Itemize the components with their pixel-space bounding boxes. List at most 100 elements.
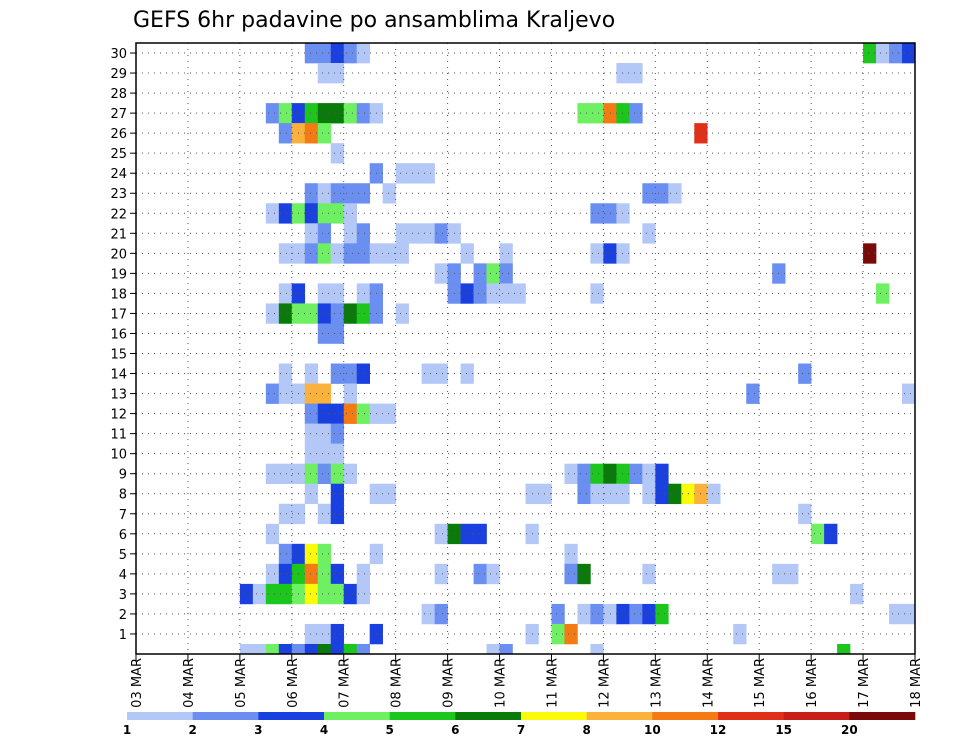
heatmap-cell (343, 583, 358, 605)
heatmap-cell (278, 203, 293, 224)
heatmap-cell (876, 43, 890, 64)
heatmap-cell (577, 463, 591, 485)
heatmap-cell (343, 43, 358, 64)
heatmap-cell (265, 583, 280, 605)
y-tick-label: 4 (119, 568, 127, 583)
heatmap-cell (382, 483, 396, 505)
heatmap-cell (356, 283, 370, 304)
heatmap-cell (629, 103, 643, 124)
heatmap-cell (434, 603, 448, 625)
heatmap-cell (330, 563, 345, 585)
heatmap-cell (317, 463, 332, 485)
x-tick-label: 18 MAR (909, 658, 924, 708)
heatmap-cell (421, 223, 435, 244)
color-legend: 1 2 3 4 5 6 7 8 10 12 15 20 (123, 712, 916, 737)
heatmap-cell (564, 623, 578, 645)
heatmap-cell (317, 503, 332, 525)
heatmap-cell (837, 643, 851, 655)
x-axis-ticks: 03 MAR 04 MAR 05 MAR 06 MAR 07 MAR 08 MAR 09 M… (130, 654, 924, 708)
heatmap-cell (356, 563, 370, 585)
heatmap-cell (499, 243, 513, 264)
plot-frame (135, 42, 916, 655)
y-tick-label: 29 (110, 67, 127, 82)
legend-label: 6 (451, 723, 459, 737)
x-tick-label: 17 MAR (857, 658, 872, 708)
heatmap-cell (317, 543, 332, 565)
heatmap-cell (707, 483, 721, 505)
legend-label: 4 (320, 723, 328, 737)
heatmap-cell (902, 383, 916, 404)
heatmap-cell (278, 243, 293, 264)
legend-label: 3 (254, 723, 262, 737)
heatmap-cell (499, 283, 513, 304)
heatmap-cell (304, 183, 319, 204)
heatmap-cell (317, 203, 332, 224)
heatmap-cell (616, 243, 630, 264)
heatmap-cell (278, 543, 293, 565)
heatmap-cell (304, 403, 319, 424)
chart-title: GEFS 6hr padavine po ansamblima Kraljevo (133, 8, 615, 33)
heatmap-cell (278, 583, 293, 605)
heatmap-cell (642, 603, 656, 625)
heatmap-cell (356, 243, 370, 264)
heatmap-cell (421, 603, 435, 625)
legend-label: 1 (123, 723, 131, 737)
heatmap-cell (421, 163, 435, 184)
legend-swatch (521, 712, 587, 720)
heatmap-cell (343, 303, 358, 324)
heatmap-cell (330, 403, 345, 424)
heatmap-cell (317, 303, 332, 324)
heatmap-cell (356, 183, 370, 204)
heatmap-cell (330, 623, 345, 645)
heatmap-cell (382, 243, 396, 264)
x-tick-label: 05 MAR (234, 658, 249, 708)
legend-swatch (389, 712, 456, 720)
heatmap-cell (304, 423, 319, 444)
legend-label: 5 (385, 723, 393, 737)
heatmap-cell (317, 563, 332, 585)
heatmap-cell (291, 643, 306, 655)
heatmap-cell (434, 223, 448, 244)
heatmap-cell (473, 283, 487, 304)
heatmap-cell (499, 263, 513, 284)
heatmap-cell (642, 463, 656, 485)
y-tick-label: 12 (110, 408, 127, 423)
heatmap-cell (889, 43, 903, 64)
heatmap-cell (629, 603, 643, 625)
y-tick-label: 13 (110, 388, 127, 403)
x-tick-label: 10 MAR (494, 658, 509, 708)
heatmap-cell (317, 403, 332, 424)
heatmap-cell (356, 303, 370, 324)
heatmap-cell (473, 523, 487, 545)
heatmap-cell (317, 43, 332, 64)
heatmap-cell (460, 243, 474, 264)
heatmap-cell (577, 103, 591, 124)
y-tick-label: 3 (119, 588, 127, 603)
heatmap-cell (798, 503, 812, 525)
y-tick-label: 20 (110, 247, 127, 262)
heatmap-cell (317, 123, 332, 144)
heatmap-cell (356, 403, 370, 424)
heatmap-cell (616, 103, 630, 124)
heatmap-cell (265, 643, 280, 655)
y-axis-ticks: 1234567891011121314151617181920212223242… (110, 47, 136, 643)
heatmap-cell (304, 303, 319, 324)
heatmap-cell (330, 583, 345, 605)
x-tick-label: 13 MAR (649, 658, 664, 708)
heatmap-cell (356, 103, 370, 124)
heatmap-cell (460, 283, 474, 304)
heatmap-cell (382, 183, 396, 204)
heatmap-cell (330, 463, 345, 485)
y-tick-label: 9 (119, 468, 127, 483)
heatmap-cell (252, 643, 267, 655)
heatmap-cell (655, 463, 669, 485)
heatmap-cell (577, 563, 591, 585)
heatmap-cell (265, 303, 280, 324)
heatmap-cell (499, 643, 513, 655)
heatmap-cell (317, 103, 332, 124)
heatmap-cell (642, 223, 656, 244)
heatmap-cell (564, 543, 578, 565)
y-tick-label: 19 (110, 267, 127, 282)
heatmap-cell (330, 243, 345, 264)
heatmap-cell (655, 603, 669, 625)
